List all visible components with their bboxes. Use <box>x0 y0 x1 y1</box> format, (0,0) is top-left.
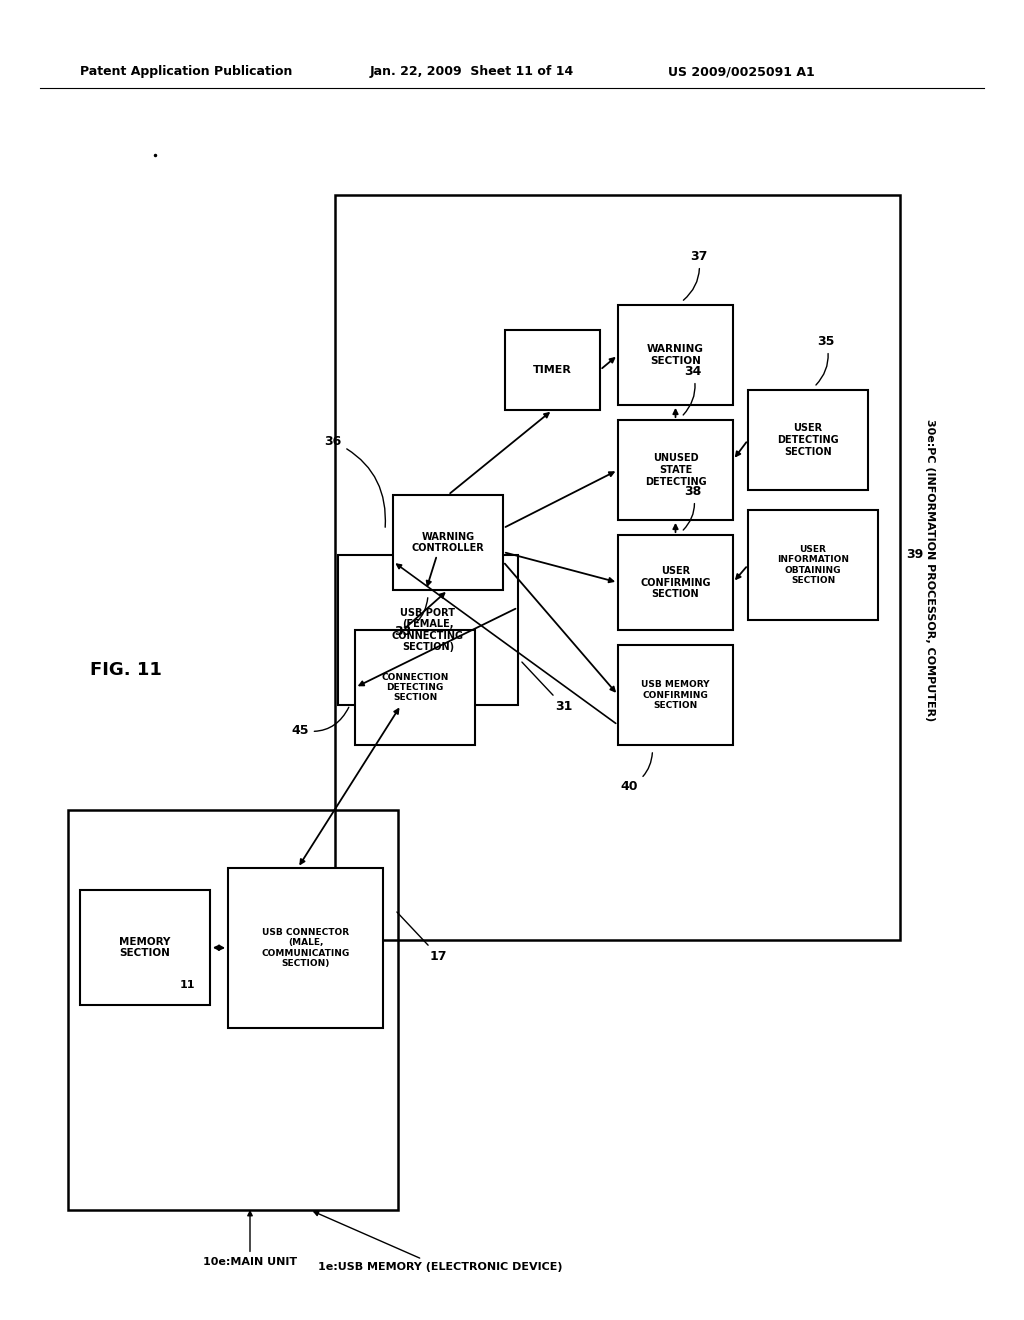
Text: Patent Application Publication: Patent Application Publication <box>80 66 293 78</box>
Bar <box>618 645 733 744</box>
Text: US 2009/0025091 A1: US 2009/0025091 A1 <box>668 66 815 78</box>
Text: 40: 40 <box>621 752 652 793</box>
Text: USER
INFORMATION
OBTAINING
SECTION: USER INFORMATION OBTAINING SECTION <box>777 545 849 585</box>
Text: CONNECTION
DETECTING
SECTION: CONNECTION DETECTING SECTION <box>381 673 449 702</box>
Text: 10e:MAIN UNIT: 10e:MAIN UNIT <box>203 1212 297 1267</box>
Text: USER
CONFIRMING
SECTION: USER CONFIRMING SECTION <box>640 566 711 599</box>
Text: USER
DETECTING
SECTION: USER DETECTING SECTION <box>777 424 839 457</box>
Bar <box>618 305 733 405</box>
Bar <box>355 630 475 744</box>
Bar <box>80 890 210 1005</box>
Bar <box>505 330 600 411</box>
Text: 11: 11 <box>179 979 195 990</box>
Bar <box>618 535 733 630</box>
Bar <box>618 420 733 520</box>
Text: MEMORY
SECTION: MEMORY SECTION <box>120 937 171 958</box>
Text: 31: 31 <box>522 663 572 713</box>
Bar <box>68 810 398 1210</box>
Text: USB PORT
(FEMALE,
CONNECTING
SECTION): USB PORT (FEMALE, CONNECTING SECTION) <box>392 607 464 652</box>
Text: USB MEMORY
CONFIRMING
SECTION: USB MEMORY CONFIRMING SECTION <box>641 680 710 710</box>
Text: 34: 34 <box>683 366 701 414</box>
Text: TIMER: TIMER <box>534 366 572 375</box>
Bar <box>338 554 518 705</box>
Text: 37: 37 <box>683 249 708 300</box>
Bar <box>335 195 900 940</box>
Text: USB CONNECTOR
(MALE,
COMMUNICATING
SECTION): USB CONNECTOR (MALE, COMMUNICATING SECTI… <box>261 928 349 968</box>
Text: 39: 39 <box>906 548 924 561</box>
Text: 30e:PC (INFORMATION PROCESSOR, COMPUTER): 30e:PC (INFORMATION PROCESSOR, COMPUTER) <box>925 418 935 721</box>
Text: 35: 35 <box>816 335 835 385</box>
Bar <box>393 495 503 590</box>
Text: WARNING
SECTION: WARNING SECTION <box>647 345 703 366</box>
Text: 1e:USB MEMORY (ELECTRONIC DEVICE): 1e:USB MEMORY (ELECTRONIC DEVICE) <box>314 1212 562 1272</box>
Text: Jan. 22, 2009  Sheet 11 of 14: Jan. 22, 2009 Sheet 11 of 14 <box>370 66 574 78</box>
Text: WARNING
CONTROLLER: WARNING CONTROLLER <box>412 532 484 553</box>
Text: 36: 36 <box>325 436 385 527</box>
Text: 38: 38 <box>683 484 701 531</box>
Text: 17: 17 <box>397 912 447 964</box>
Text: FIG. 11: FIG. 11 <box>90 661 162 678</box>
Text: UNUSED
STATE
DETECTING: UNUSED STATE DETECTING <box>645 453 707 487</box>
Bar <box>228 869 383 1028</box>
Text: 33: 33 <box>394 598 428 638</box>
Bar <box>748 389 868 490</box>
Text: 45: 45 <box>291 708 349 737</box>
Bar <box>748 510 878 620</box>
